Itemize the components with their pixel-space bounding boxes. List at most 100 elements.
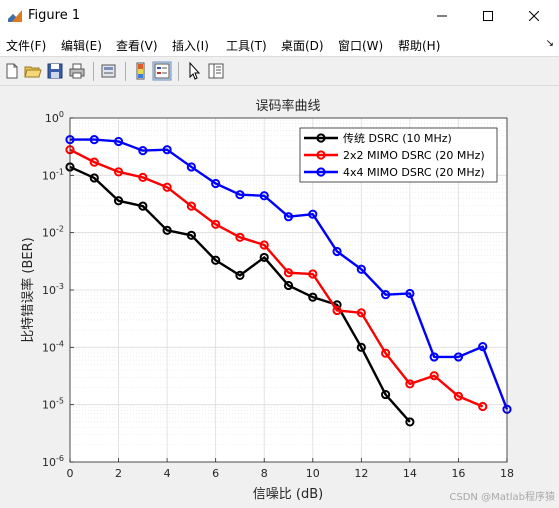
menu-help[interactable]: 帮助(H) xyxy=(398,39,441,53)
menu-insert[interactable]: 插入(I) xyxy=(172,39,209,53)
legend-marker xyxy=(316,150,326,160)
legend-entry: 传统 DSRC (10 MHz) xyxy=(343,132,452,145)
property-inspector-icon[interactable] xyxy=(206,61,226,81)
print-icon[interactable] xyxy=(67,61,87,81)
data-point xyxy=(405,288,415,299)
data-point xyxy=(429,352,439,362)
y-tick-label: 10-2 xyxy=(42,225,64,240)
data-point xyxy=(211,178,221,189)
y-axis-label: 比特错误率 (BER) xyxy=(20,237,36,342)
legend-marker xyxy=(316,167,326,177)
data-point xyxy=(453,391,464,401)
menu-desktop[interactable]: 桌面(D) xyxy=(281,39,324,53)
data-point xyxy=(381,389,391,400)
watermark: CSDN @Matlab程序猿 xyxy=(449,492,555,503)
title-bar: Figure 1 xyxy=(0,0,559,32)
data-point xyxy=(89,173,99,183)
open-file-icon[interactable] xyxy=(23,61,43,81)
data-point xyxy=(259,240,269,250)
data-point xyxy=(162,225,172,235)
data-point xyxy=(405,417,415,427)
data-point xyxy=(259,191,269,201)
x-tick-label: 14 xyxy=(403,467,417,480)
maximize-icon xyxy=(483,11,493,21)
y-tick-label: 10-5 xyxy=(42,397,64,412)
data-point xyxy=(478,341,488,352)
toolbar xyxy=(0,56,559,86)
data-point xyxy=(308,292,318,302)
data-point xyxy=(186,230,196,240)
menu-window[interactable]: 窗口(W) xyxy=(338,39,384,53)
legend-icon[interactable] xyxy=(152,61,172,81)
print-preview-icon[interactable] xyxy=(99,61,119,81)
minimize-button[interactable] xyxy=(419,0,465,32)
menu-tools[interactable]: 工具(T) xyxy=(226,39,267,53)
data-point xyxy=(478,401,488,412)
legend-entry: 2x2 MIMO DSRC (20 MHz) xyxy=(343,149,485,162)
toolbar-separator xyxy=(125,62,126,81)
close-icon xyxy=(529,11,539,21)
data-point xyxy=(283,280,294,291)
data-point xyxy=(113,136,124,147)
data-point xyxy=(162,182,172,192)
pointer-icon[interactable] xyxy=(184,61,204,81)
data-point xyxy=(113,196,124,206)
matlab-figure-icon xyxy=(8,10,22,22)
x-tick-label: 12 xyxy=(354,467,368,480)
data-point xyxy=(138,201,148,211)
data-point xyxy=(89,157,99,167)
maximize-button[interactable] xyxy=(465,0,511,32)
y-tick-label: 10-4 xyxy=(42,339,64,354)
window-title: Figure 1 xyxy=(28,8,81,23)
menu-view[interactable]: 查看(V) xyxy=(116,39,158,53)
colorbar-icon[interactable] xyxy=(131,61,151,81)
data-point xyxy=(332,305,342,316)
x-tick-label: 18 xyxy=(500,467,514,480)
data-point xyxy=(308,269,318,279)
menu-bar: 文件(F) 编辑(E) 查看(V) 插入(I) 工具(T) 桌面(D) 窗口(W… xyxy=(0,32,559,56)
data-point xyxy=(235,270,245,280)
legend-entry: 4x4 MIMO DSRC (20 MHz) xyxy=(343,166,485,179)
data-point xyxy=(162,145,172,155)
legend[interactable]: 传统 DSRC (10 MHz) 2x2 MIMO DSRC (20 MHz) 4x… xyxy=(299,127,498,183)
series-line-2 xyxy=(70,138,509,410)
x-tick-label: 10 xyxy=(306,467,320,480)
y-tick-label: 10-3 xyxy=(42,282,64,297)
data-point xyxy=(235,232,245,242)
data-point xyxy=(186,162,196,172)
data-series xyxy=(65,135,512,427)
data-point xyxy=(113,167,124,177)
y-tick-label: 100 xyxy=(45,110,64,125)
data-point xyxy=(405,379,415,389)
data-point xyxy=(453,352,464,362)
plot-title: 误码率曲线 xyxy=(255,98,320,114)
menu-file[interactable]: 文件(F) xyxy=(6,39,47,53)
close-button[interactable] xyxy=(511,0,557,32)
data-point xyxy=(235,190,245,200)
menu-overflow-icon[interactable]: ↘ xyxy=(545,38,554,49)
save-icon[interactable] xyxy=(45,61,65,81)
x-tick-label: 0 xyxy=(67,467,74,480)
menu-edit[interactable]: 编辑(E) xyxy=(61,39,102,53)
data-point xyxy=(356,264,366,274)
x-axis-label: 信噪比 (dB) xyxy=(253,487,323,502)
data-point xyxy=(332,246,342,257)
data-point xyxy=(381,290,391,300)
axis-ticks: 0 2 4 6 8 10 12 14 16 18 10-6 10-5 10-4 10-3 10-2 10-1 1… xyxy=(42,110,514,480)
legend-marker xyxy=(316,133,326,143)
x-tick-label: 4 xyxy=(164,467,171,480)
y-tick-label: 10-6 xyxy=(42,454,64,469)
new-figure-icon[interactable] xyxy=(2,61,22,81)
figure-canvas[interactable]: 0 2 4 6 8 10 12 14 16 18 10-6 10-5 10-4 10-3 10-2 10-1 1… xyxy=(0,86,559,508)
x-tick-label: 2 xyxy=(115,467,122,480)
data-point xyxy=(259,252,269,263)
data-point xyxy=(283,268,294,278)
y-tick-label: 10-1 xyxy=(42,167,64,182)
data-point xyxy=(186,201,196,211)
data-point xyxy=(89,135,99,145)
x-tick-label: 6 xyxy=(212,467,219,480)
series-line-0 xyxy=(69,165,411,423)
data-point xyxy=(308,209,318,219)
x-tick-label: 8 xyxy=(261,467,268,480)
minimize-icon xyxy=(437,15,447,17)
